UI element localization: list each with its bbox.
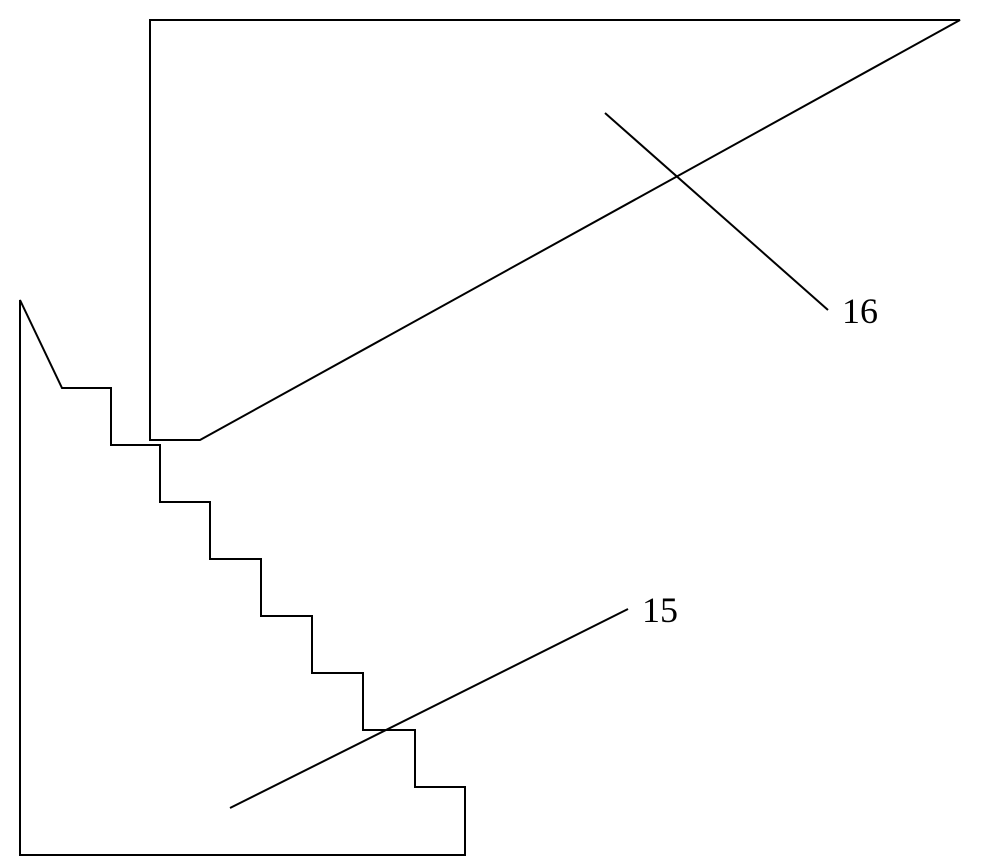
upper-triangle-shape <box>150 20 960 440</box>
label-15: 15 <box>642 589 678 631</box>
label-16: 16 <box>842 290 878 332</box>
technical-diagram <box>0 0 1000 862</box>
leader-line-16 <box>605 113 828 310</box>
lower-staircase-shape <box>20 300 465 855</box>
leader-line-15 <box>230 609 628 808</box>
